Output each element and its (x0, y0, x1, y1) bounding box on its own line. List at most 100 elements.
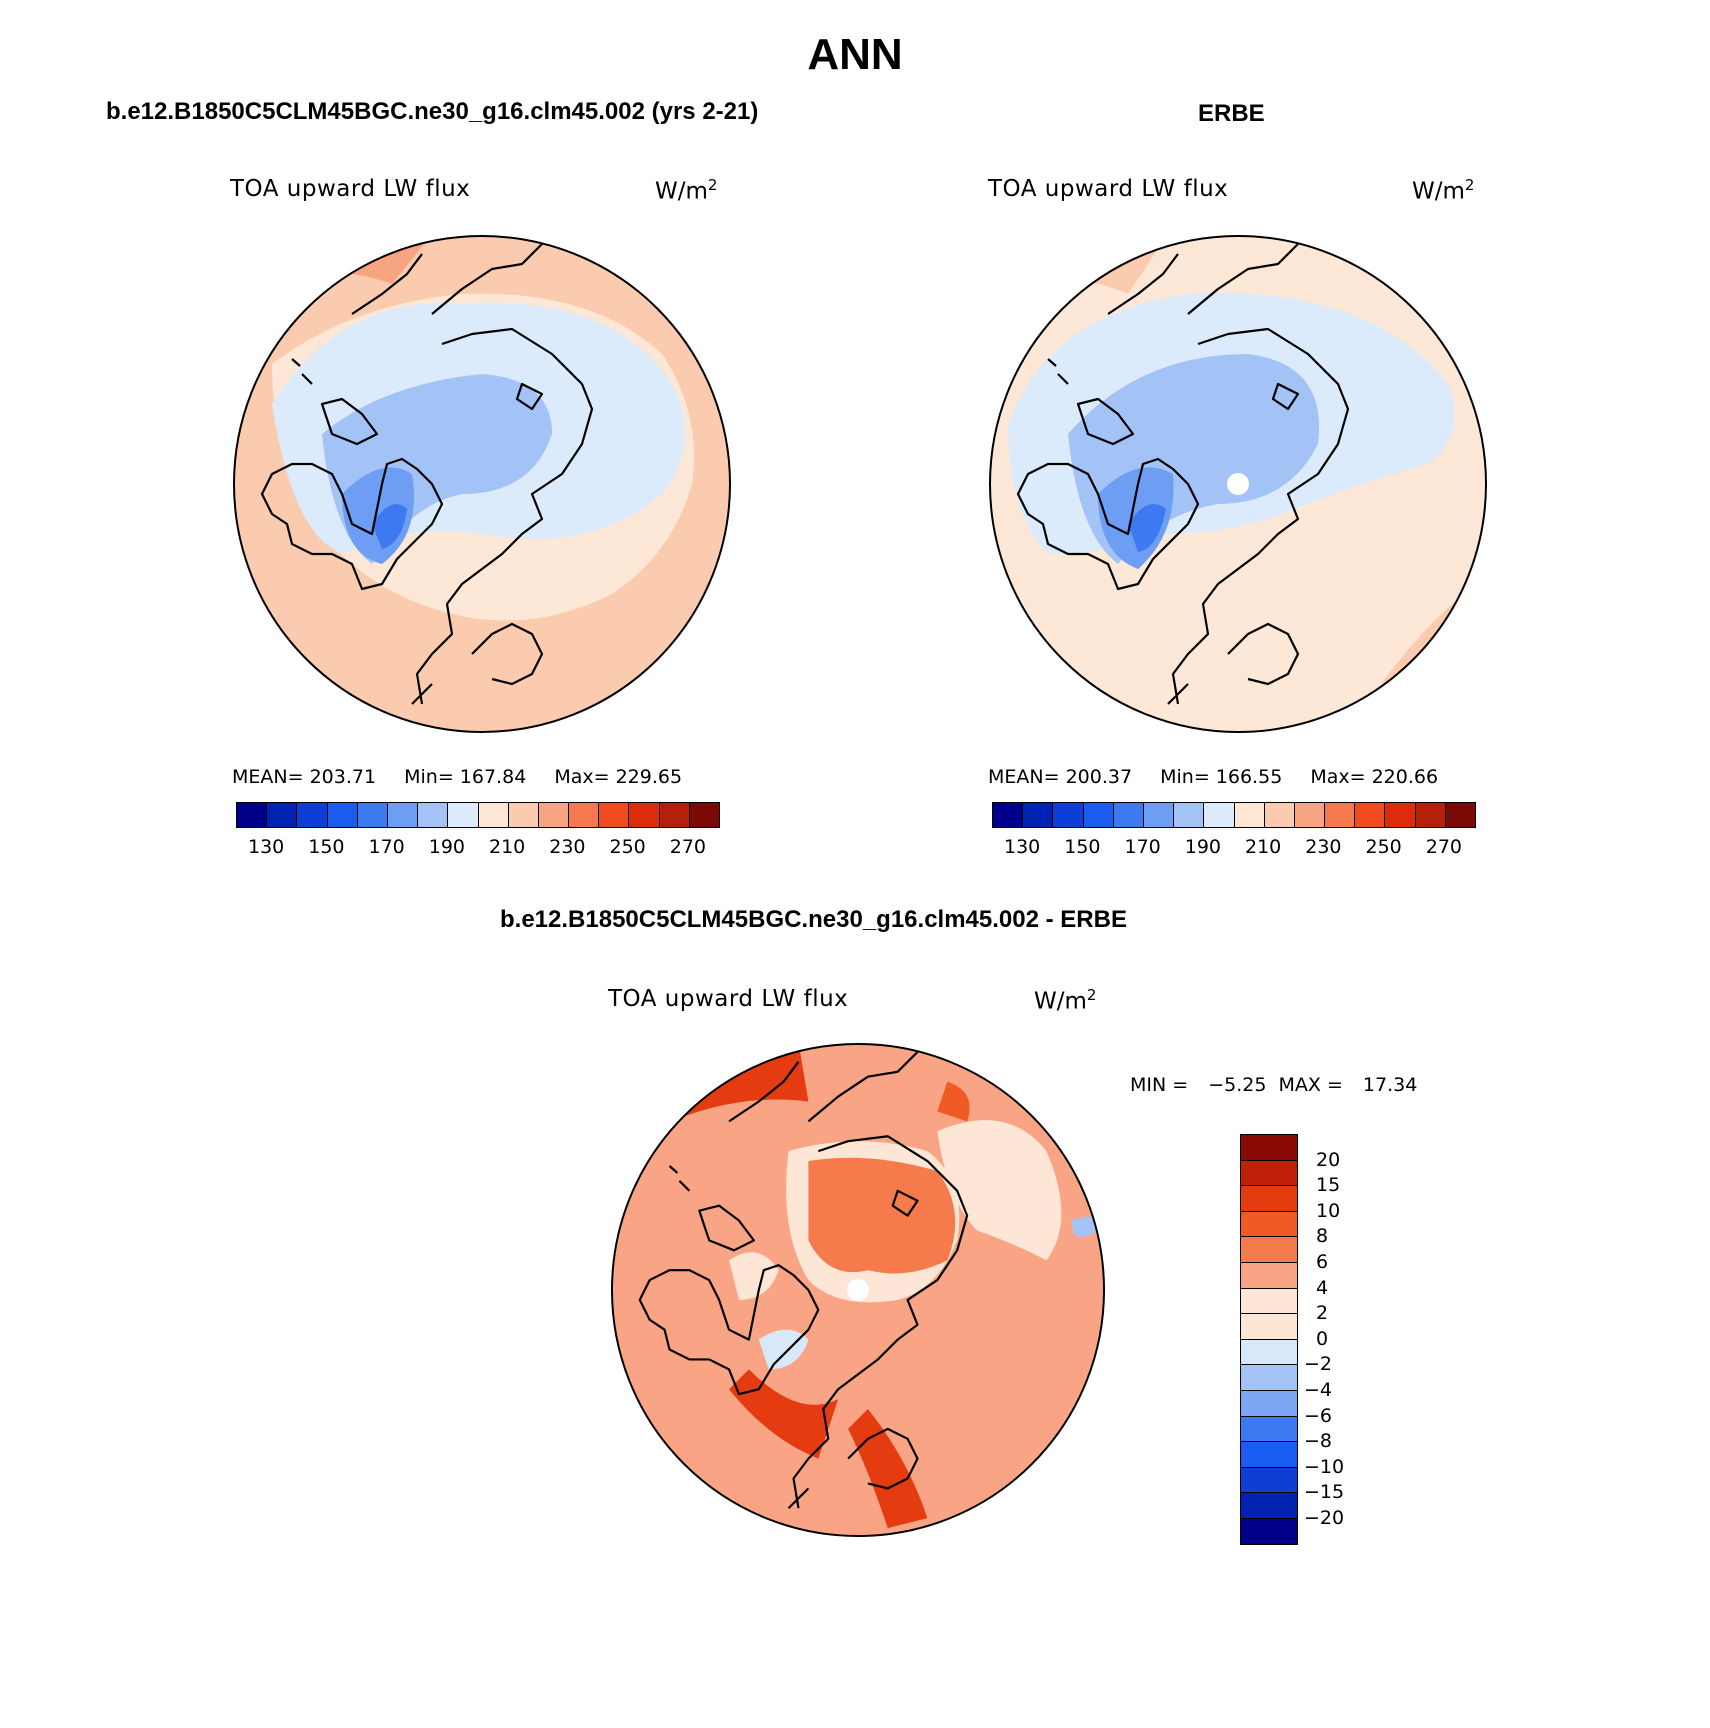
colorbar-swatch (1053, 803, 1084, 827)
colorbar-model-ticks: 130 150 170 190 210 230 250 270 (236, 836, 718, 860)
field-0-2 (937, 1120, 1062, 1261)
coastline-icon (1016, 243, 1350, 705)
contour-level (1128, 504, 1166, 552)
coastlines (638, 1051, 969, 1510)
colorbar-tick-label: 270 (1425, 836, 1463, 858)
colorbar-diff (1240, 1134, 1298, 1545)
panel-model-units: W/m2 (655, 176, 717, 205)
colorbar-tick-label: 250 (609, 836, 646, 858)
colorbar-swatch (1174, 803, 1205, 827)
panel-diff-variable: TOA upward LW flux (608, 986, 849, 1012)
colorbar-tick-label: 0 (1316, 1327, 1329, 1350)
colorbar-swatch (1241, 1467, 1297, 1494)
colorbar-tick-label: 2 (1316, 1302, 1329, 1325)
colorbar-tick-label: −20 (1304, 1507, 1345, 1529)
stat-mean-value: 203.71 (309, 766, 377, 788)
colorbar-tick-label: 170 (368, 836, 405, 858)
colorbar-swatch (993, 803, 1024, 827)
colorbar-swatch (1241, 1237, 1297, 1263)
units-base: W/m (1412, 178, 1465, 205)
panel-obs-title: ERBE (1198, 100, 1265, 127)
colorbar-tick-label: −4 (1304, 1379, 1333, 1401)
panel-model-variable: TOA upward LW flux (230, 176, 471, 202)
colorbar-swatch (448, 803, 479, 827)
panel-diff-stats: MIN = −5.25 MAX = 17.34 (1130, 1074, 1417, 1096)
panel-obs-variable: TOA upward LW flux (988, 176, 1229, 202)
panel-model-stats: MEAN= 203.71 Min= 167.84 Max= 229.65 (232, 766, 682, 788)
colorbar-tick-label: 10 (1316, 1199, 1341, 1222)
units-exponent: 2 (1086, 986, 1097, 1004)
colorbar-swatch (1241, 1135, 1297, 1161)
colorbar-swatch (357, 803, 388, 827)
contour-level (758, 1329, 809, 1370)
stat-min-label: Min= (1160, 766, 1210, 788)
colorbar-swatch (629, 803, 660, 827)
stat-mean-label: MEAN= (988, 766, 1060, 788)
colorbar-tick-label: 190 (428, 836, 466, 858)
colorbar-swatch (599, 803, 630, 827)
contour-level (729, 1252, 779, 1300)
colorbar-swatch (1241, 1186, 1297, 1212)
colorbar-tick-label: 150 (1064, 836, 1101, 858)
colorbar-tick-label: 6 (1316, 1251, 1329, 1273)
colorbar-swatch (1241, 1160, 1297, 1187)
coastline-icon (638, 1051, 969, 1510)
colorbar-swatch (1234, 803, 1265, 827)
colorbar-tick-label: 8 (1316, 1225, 1329, 1248)
colorbar-swatch (1113, 803, 1144, 827)
colorbar-swatch (1241, 1314, 1297, 1340)
units-base: W/m (1034, 988, 1087, 1015)
colorbar-swatch (418, 803, 449, 827)
stat-mean-label: MEAN= (232, 766, 304, 788)
panel-diff-title: b.e12.B1850C5CLM45BGC.ne30_g16.clm45.002… (500, 906, 1127, 933)
coastlines (1016, 243, 1350, 705)
colorbar-swatch (478, 803, 509, 827)
units-base: W/m (655, 178, 708, 205)
colorbar-swatch (327, 803, 358, 827)
colorbar-swatch (538, 803, 570, 827)
colorbar-swatch (689, 803, 719, 827)
colorbar-swatch (1325, 803, 1356, 827)
colorbar-swatch (1241, 1442, 1297, 1468)
map-boundary (233, 235, 731, 733)
stat-max-value: 17.34 (1362, 1074, 1418, 1096)
colorbar-swatch (1241, 1390, 1297, 1417)
colorbar-tick-label: 15 (1316, 1174, 1341, 1197)
map-boundary (610, 1042, 1106, 1538)
colorbar-tick-label: 250 (1365, 836, 1402, 858)
pole-hole (1227, 473, 1249, 495)
colorbar-swatch (1415, 803, 1446, 827)
colorbar-model (236, 802, 720, 828)
pole-hole (847, 1279, 869, 1301)
colorbar-swatch (1241, 1288, 1297, 1315)
colorbar-tick-label: −8 (1304, 1430, 1333, 1453)
colorbar-tick-label: 210 (488, 836, 526, 858)
colorbar-swatch (1241, 1416, 1297, 1443)
contour-level (808, 1157, 956, 1274)
stat-min-value: 166.55 (1215, 766, 1283, 788)
stat-max-value: 220.66 (1371, 766, 1439, 788)
main-title: ANN (807, 30, 903, 79)
colorbar-tick-label: 150 (308, 836, 345, 858)
colorbar-tick-label: 130 (1003, 836, 1041, 858)
stat-min-value: 167.84 (459, 766, 527, 788)
colorbar-swatch (1355, 803, 1386, 827)
colorbar-swatch (1241, 1339, 1297, 1366)
colorbar-tick-label: 170 (1124, 836, 1161, 858)
colorbar-tick-label: −6 (1304, 1404, 1333, 1427)
colorbar-swatch (1241, 1518, 1297, 1544)
polar-map-diff (610, 1042, 1106, 1538)
stat-min-label: MIN = (1130, 1074, 1189, 1096)
panel-obs-stats: MEAN= 200.37 Min= 166.55 Max= 220.66 (988, 766, 1438, 788)
colorbar-tick-label: 230 (1305, 836, 1342, 858)
colorbar-swatch (1241, 1493, 1297, 1519)
colorbar-swatch (1385, 803, 1416, 827)
colorbar-tick-label: 270 (669, 836, 707, 858)
polar-map-obs (989, 235, 1487, 733)
colorbar-swatch (1264, 803, 1295, 827)
colorbar-tick-label: 20 (1316, 1148, 1341, 1171)
colorbar-swatch (569, 803, 600, 827)
colorbar-tick-label: 230 (549, 836, 586, 858)
colorbar-swatch (508, 803, 539, 827)
colorbar-diff-ticks: 20 15 10 8 6 4 2 0 −2 −4 −6 −8 −10 −15 −20 (1304, 1134, 1364, 1534)
